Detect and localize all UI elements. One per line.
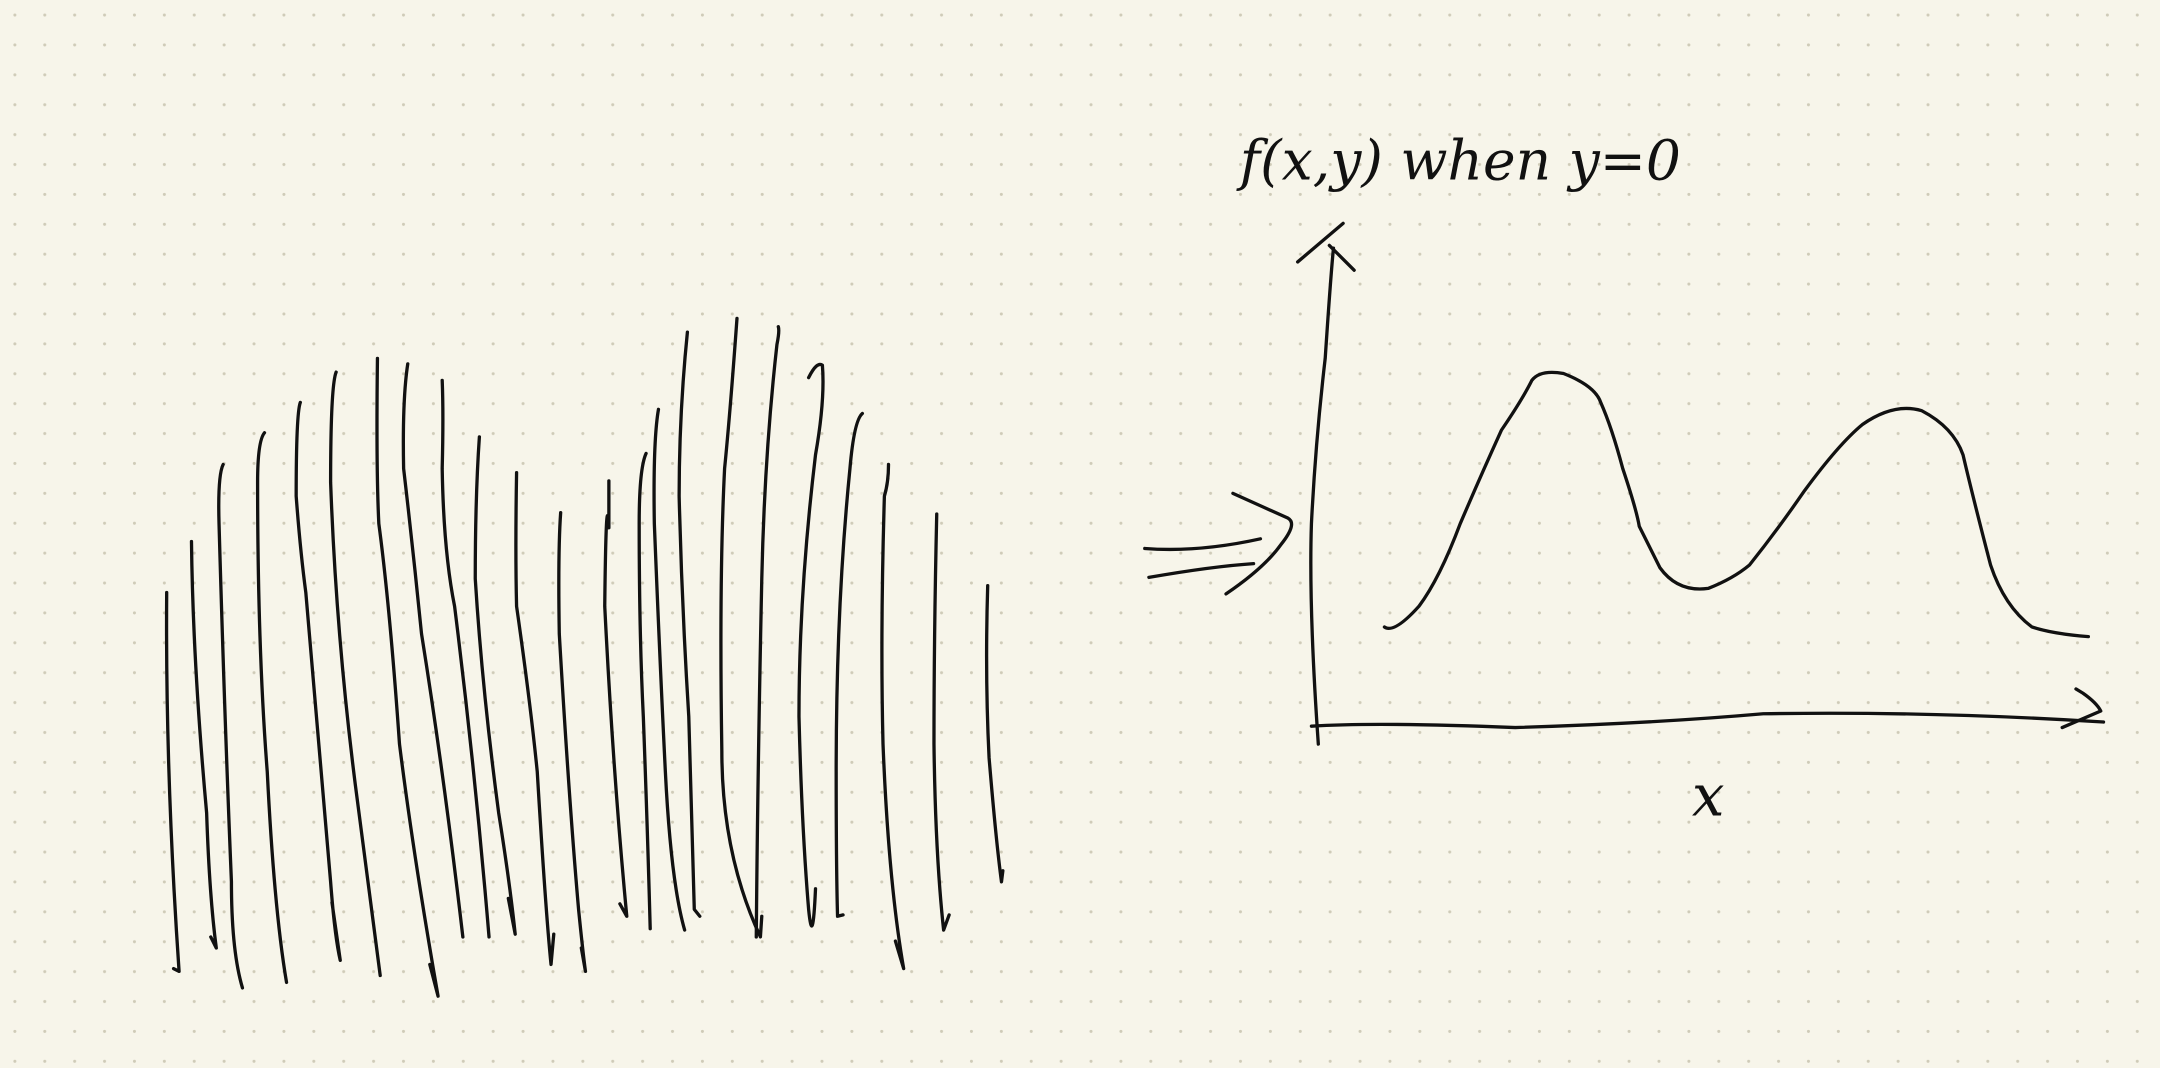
- stroke: [754, 325, 781, 939]
- function-curve: [1382, 370, 2091, 639]
- stroke: [375, 356, 440, 998]
- stroke: [603, 479, 629, 918]
- stroke: [637, 451, 652, 931]
- x-axis-label: x: [1692, 762, 1725, 830]
- stroke: [440, 378, 491, 939]
- stroke: [164, 590, 181, 974]
- stroke: [652, 407, 687, 932]
- title: f(x,y) when y=0: [1236, 128, 1681, 192]
- arrow-shaft: [1143, 537, 1263, 552]
- stroke: [328, 370, 382, 978]
- stroke: [932, 512, 951, 932]
- axes: [1296, 221, 2106, 746]
- stroke: [514, 471, 556, 967]
- y-axis: [1309, 246, 1336, 746]
- arrow-head: [1224, 491, 1294, 596]
- arrow-shaft: [1147, 561, 1256, 580]
- x-axis: [1309, 711, 2106, 730]
- stroke: [557, 510, 588, 974]
- stroke: [473, 435, 517, 936]
- stroke: [189, 539, 218, 950]
- stroke: [797, 362, 825, 928]
- stroke: [880, 462, 906, 971]
- stroke: [401, 362, 465, 939]
- stroke: [834, 411, 864, 918]
- stroke: [255, 431, 289, 985]
- stroke: [719, 316, 764, 939]
- stroke: [984, 584, 1005, 884]
- hatching-strokes: [164, 316, 1005, 998]
- stroke: [294, 400, 342, 963]
- stroke: [217, 462, 245, 990]
- y-arrow-head: [1296, 221, 1356, 272]
- implies-arrow: [1143, 491, 1294, 596]
- x-arrow-head: [2060, 687, 2103, 730]
- stroke: [677, 330, 702, 918]
